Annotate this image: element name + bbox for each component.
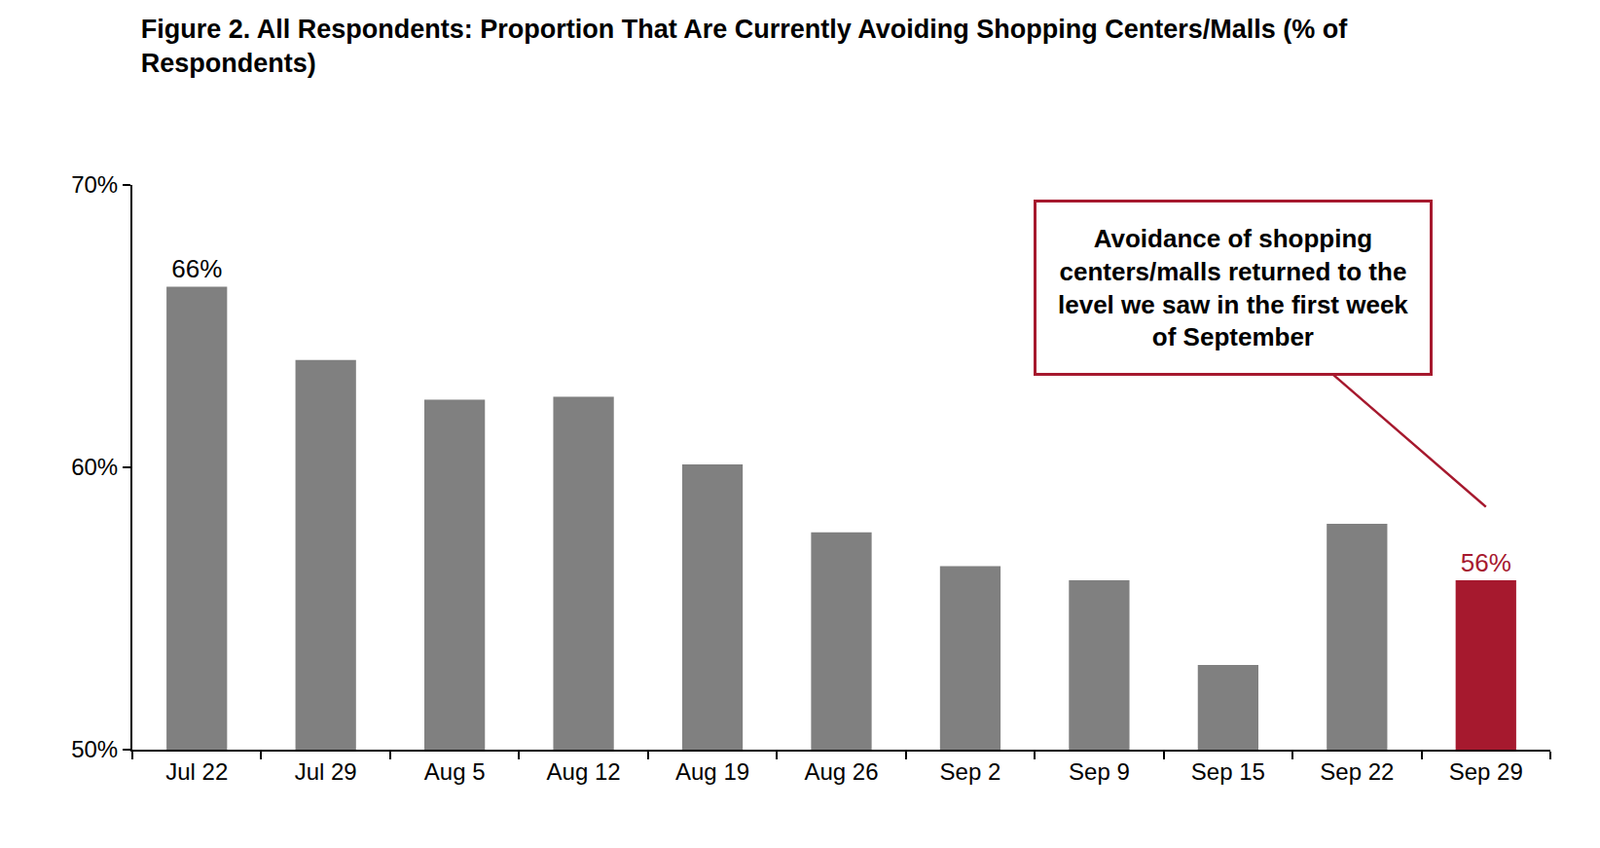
svg-text:66%: 66% <box>171 254 222 284</box>
svg-text:Aug 26: Aug 26 <box>803 758 878 785</box>
svg-text:56%: 56% <box>1460 547 1512 578</box>
svg-text:Sep 29: Sep 29 <box>1449 758 1524 785</box>
svg-text:Jul 22: Jul 22 <box>165 758 228 785</box>
svg-text:50%: 50% <box>71 735 118 763</box>
svg-text:60%: 60% <box>71 453 118 480</box>
svg-text:Jul 29: Jul 29 <box>294 758 358 785</box>
svg-text:Figure 2. All Respondents: Pro: Figure 2. All Respondents: Proportion Th… <box>141 14 1349 78</box>
svg-text:Sep 9: Sep 9 <box>1068 758 1130 785</box>
svg-text:Sep 22: Sep 22 <box>1319 758 1394 785</box>
svg-text:70%: 70% <box>71 171 118 198</box>
svg-text:Sep 2: Sep 2 <box>940 758 1002 785</box>
svg-text:Aug 5: Aug 5 <box>424 758 486 785</box>
svg-text:Aug 19: Aug 19 <box>675 758 750 785</box>
svg-text:Aug 12: Aug 12 <box>546 758 621 785</box>
svg-text:Avoidance of shoppingcenters/m: Avoidance of shoppingcenters/malls retur… <box>1057 223 1409 352</box>
svg-text:Sep 15: Sep 15 <box>1191 758 1266 785</box>
